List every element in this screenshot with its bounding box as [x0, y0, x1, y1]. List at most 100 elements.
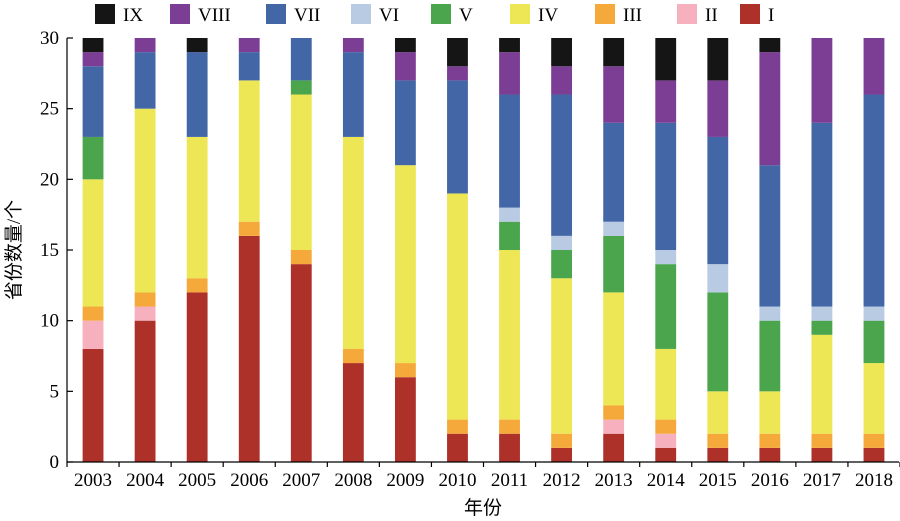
legend-label-I: I	[768, 5, 774, 26]
bar-segment-2013-VII	[603, 122, 625, 222]
bar-segment-2014-VI	[655, 250, 677, 265]
y-tick-label: 30	[40, 28, 59, 49]
bar-segment-2018-V	[863, 320, 885, 364]
bar-segment-2017-I	[811, 447, 833, 462]
bar-segment-2004-II	[134, 306, 156, 321]
bar-segment-2011-V	[499, 221, 520, 250]
bar-segment-2003-II	[82, 320, 104, 349]
bar-segment-2012-III	[551, 433, 573, 448]
bar-segment-2008-IV	[342, 136, 364, 349]
bar-segment-2016-V	[759, 320, 781, 392]
bar-segment-2014-VII	[655, 122, 677, 250]
legend-swatch-III	[595, 4, 615, 24]
bar-segment-2004-VIII	[134, 38, 156, 53]
bar-segment-2014-IV	[655, 348, 677, 420]
bar-segment-2013-V	[603, 235, 625, 293]
bar-segment-2011-VI	[499, 207, 520, 222]
legend: IX VIII VII VI V IV III II I	[95, 4, 774, 26]
bar-segment-2016-VII	[759, 165, 781, 307]
bar-segment-2008-I	[342, 363, 364, 462]
legend-label-III: III	[623, 5, 642, 26]
bar-segment-2015-I	[707, 447, 729, 462]
bar-segment-2014-IX	[655, 38, 677, 81]
x-tick-label: 2004	[126, 470, 165, 491]
legend-swatch-VI	[351, 4, 371, 24]
x-tick-label: 2010	[438, 470, 476, 491]
bar-segment-2009-I	[394, 377, 416, 462]
legend-swatch-I	[740, 4, 760, 24]
x-tick-label: 2011	[491, 470, 528, 491]
bar-segment-2011-III	[499, 419, 520, 434]
bar-segment-2008-VII	[342, 52, 364, 137]
legend-swatch-IX	[95, 4, 115, 24]
bar-segment-2014-VIII	[655, 80, 677, 123]
bar-segment-2007-V	[290, 80, 312, 95]
legend-swatch-IV	[510, 4, 530, 24]
bar-segment-2006-IV	[238, 80, 260, 222]
x-tick-label: 2006	[230, 470, 268, 491]
x-tick-label: 2014	[647, 470, 686, 491]
bar-segment-2003-IX	[82, 38, 104, 53]
bar-segment-2003-V	[82, 136, 104, 180]
bar-segment-2003-I	[82, 348, 104, 462]
bars	[82, 38, 885, 462]
bar-segment-2009-III	[394, 363, 416, 378]
bar-segment-2006-VII	[238, 52, 260, 81]
bar-segment-2016-VI	[759, 306, 781, 321]
bar-segment-2006-I	[238, 235, 260, 462]
bar-segment-2012-VIII	[551, 66, 573, 95]
y-tick-label: 5	[50, 381, 60, 402]
legend-label-IX: IX	[123, 5, 143, 26]
bar-segment-2011-IV	[499, 250, 520, 420]
legend-label-VIII: VIII	[198, 5, 231, 26]
bar-segment-2003-VIII	[82, 52, 104, 67]
bar-segment-2012-I	[551, 447, 573, 462]
bar-segment-2018-IV	[863, 363, 885, 434]
x-axis-title: 年份	[464, 497, 502, 519]
bar-segment-2015-IV	[707, 391, 729, 434]
bar-segment-2016-IV	[759, 391, 781, 434]
bar-segment-2015-IX	[707, 38, 729, 81]
bar-segment-2008-III	[342, 348, 364, 364]
legend-label-VI: VI	[379, 5, 399, 26]
y-tick-label: 20	[40, 169, 59, 190]
bar-segment-2016-III	[759, 433, 781, 448]
legend-label-VII: VII	[294, 5, 320, 26]
legend-swatch-V	[431, 4, 451, 24]
bar-segment-2013-VIII	[603, 66, 625, 123]
bar-segment-2007-VII	[290, 38, 312, 81]
bar-segment-2010-I	[447, 433, 468, 462]
x-tick-label: 2009	[386, 470, 424, 491]
bar-segment-2015-III	[707, 433, 729, 448]
bar-segment-2017-V	[811, 320, 833, 335]
bar-segment-2012-V	[551, 250, 573, 279]
bar-segment-2007-IV	[290, 94, 312, 250]
bar-segment-2003-III	[82, 306, 104, 321]
x-tick-label: 2013	[595, 470, 633, 491]
bar-segment-2013-IV	[603, 292, 625, 406]
bar-segment-2003-VII	[82, 66, 104, 137]
bar-segment-2008-VIII	[342, 38, 364, 53]
y-axis-title: 省份数量/个	[3, 200, 25, 300]
legend-label-V: V	[459, 5, 473, 26]
bar-segment-2009-IV	[394, 165, 416, 364]
bar-segment-2012-VI	[551, 235, 573, 250]
bar-segment-2005-III	[186, 278, 208, 293]
bar-segment-2010-VII	[447, 80, 468, 194]
bar-segment-2015-V	[707, 292, 729, 392]
legend-swatch-II	[677, 4, 697, 24]
bar-segment-2011-VIII	[499, 52, 520, 95]
bar-segment-2005-IX	[186, 38, 208, 53]
bar-segment-2007-III	[290, 250, 312, 265]
bar-segment-2009-VIII	[394, 52, 416, 81]
bar-segment-2009-IX	[394, 38, 416, 53]
x-tick-label: 2012	[543, 470, 581, 491]
bar-segment-2016-I	[759, 447, 781, 462]
bar-segment-2005-I	[186, 292, 208, 462]
y-tick-label: 25	[40, 99, 59, 120]
x-tick-label: 2017	[803, 470, 841, 491]
bar-segment-2010-III	[447, 419, 468, 434]
x-tick-label: 2018	[855, 470, 893, 491]
legend-swatch-VII	[266, 4, 286, 24]
x-tick-label: 2008	[334, 470, 372, 491]
